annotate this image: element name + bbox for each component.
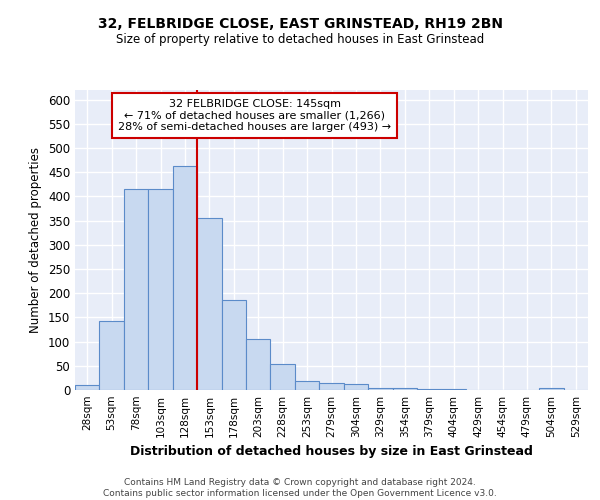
- Bar: [319, 383, 344, 390]
- Bar: [124, 189, 148, 390]
- Bar: [271, 364, 295, 390]
- Text: 32, FELBRIDGE CLOSE, EAST GRINSTEAD, RH19 2BN: 32, FELBRIDGE CLOSE, EAST GRINSTEAD, RH1…: [97, 18, 503, 32]
- Bar: [539, 388, 563, 390]
- Text: Size of property relative to detached houses in East Grinstead: Size of property relative to detached ho…: [116, 32, 484, 46]
- Bar: [100, 322, 124, 390]
- Bar: [417, 388, 442, 390]
- Bar: [75, 385, 100, 390]
- Bar: [368, 388, 392, 390]
- Bar: [442, 389, 466, 390]
- Text: 32 FELBRIDGE CLOSE: 145sqm
← 71% of detached houses are smaller (1,266)
28% of s: 32 FELBRIDGE CLOSE: 145sqm ← 71% of deta…: [118, 99, 391, 132]
- Bar: [221, 300, 246, 390]
- Bar: [344, 384, 368, 390]
- Bar: [295, 382, 319, 390]
- X-axis label: Distribution of detached houses by size in East Grinstead: Distribution of detached houses by size …: [130, 446, 533, 458]
- Bar: [392, 388, 417, 390]
- Text: Contains HM Land Registry data © Crown copyright and database right 2024.
Contai: Contains HM Land Registry data © Crown c…: [103, 478, 497, 498]
- Bar: [148, 189, 173, 390]
- Y-axis label: Number of detached properties: Number of detached properties: [29, 147, 43, 333]
- Bar: [173, 166, 197, 390]
- Bar: [246, 339, 271, 390]
- Bar: [197, 218, 221, 390]
